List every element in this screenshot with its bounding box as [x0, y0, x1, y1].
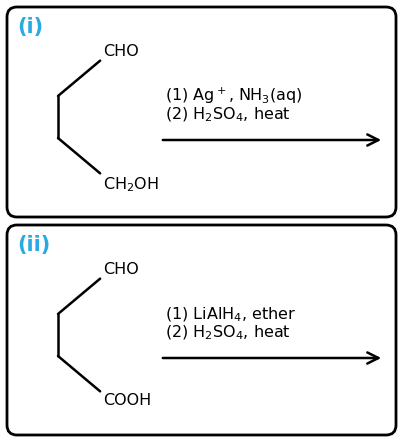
Text: CH$_2$OH: CH$_2$OH	[103, 175, 159, 194]
Text: (ii): (ii)	[17, 235, 50, 255]
FancyBboxPatch shape	[7, 225, 396, 435]
Text: (2) H$_2$SO$_4$, heat: (2) H$_2$SO$_4$, heat	[165, 106, 291, 124]
Text: COOH: COOH	[103, 393, 152, 408]
Text: (i): (i)	[17, 17, 43, 37]
FancyBboxPatch shape	[7, 7, 396, 217]
Text: (2) H$_2$SO$_4$, heat: (2) H$_2$SO$_4$, heat	[165, 324, 291, 342]
Text: (1) Ag$^+$, NH$_3$(aq): (1) Ag$^+$, NH$_3$(aq)	[165, 86, 303, 106]
Text: CHO: CHO	[103, 262, 139, 277]
Text: CHO: CHO	[103, 44, 139, 59]
Text: (1) LiAlH$_4$, ether: (1) LiAlH$_4$, ether	[165, 305, 296, 324]
